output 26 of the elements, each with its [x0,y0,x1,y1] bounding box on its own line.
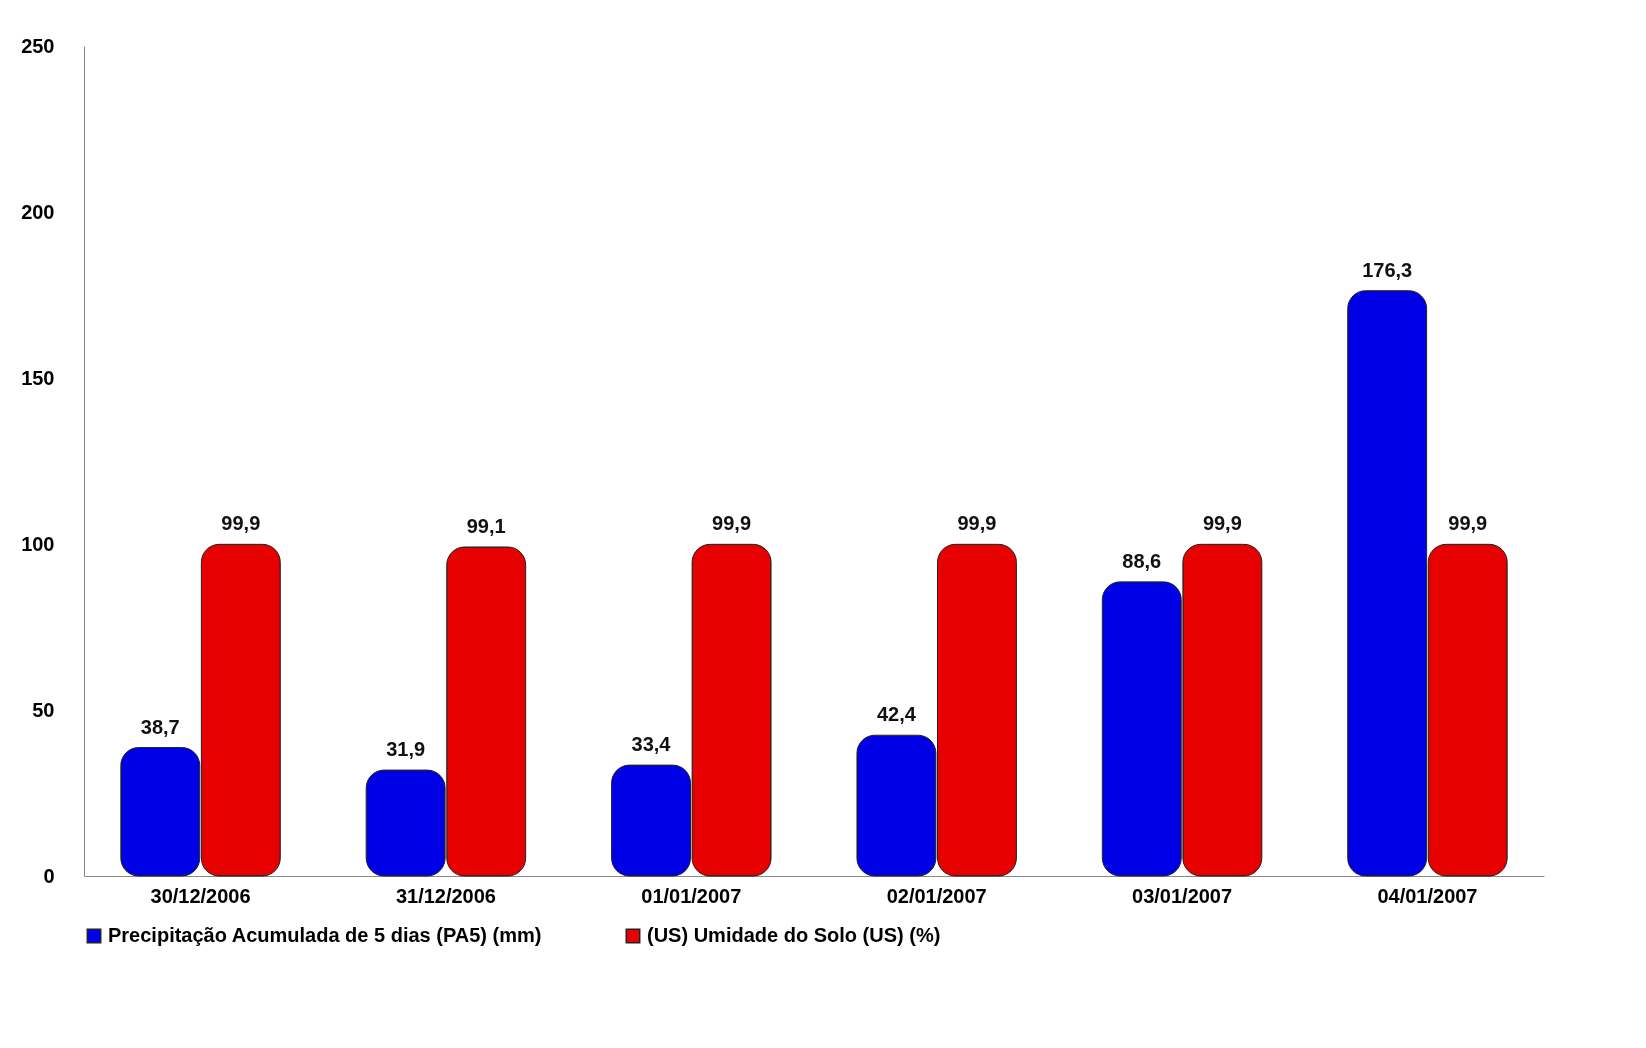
data-label: 99,9 [1202,512,1242,535]
data-label: 99,1 [466,514,506,537]
data-label: 42,4 [876,703,917,726]
legend-label: (US) Umidade do Solo (US) (%) [647,924,941,946]
data-label: 38,7 [140,715,180,738]
data-label: 31,9 [386,738,426,761]
y-tick-label: 200 [21,200,55,223]
data-label: 88,6 [1122,549,1162,572]
legend-label: Precipitação Acumulada de 5 dias (PA5) (mm) [108,924,542,946]
data-label: 99,9 [712,512,752,535]
data-label: 33,4 [631,733,672,756]
data-label: 99,9 [957,512,997,535]
y-tick-label: 150 [21,366,55,389]
y-tick-label: 250 [21,34,55,57]
x-tick-label: 31/12/2006 [395,884,496,907]
x-tick-label: 04/01/2007 [1377,884,1478,907]
data-label: 99,9 [1448,512,1488,535]
y-tick-label: 0 [43,864,55,887]
data-label: 176,3 [1362,258,1413,281]
x-tick-label: 01/01/2007 [641,884,742,907]
x-tick-label: 30/12/2006 [150,884,251,907]
x-tick-label: 03/01/2007 [1132,884,1233,907]
data-label: 99,9 [221,512,261,535]
x-tick-label: 02/01/2007 [886,884,987,907]
y-tick-label: 50 [32,698,55,721]
y-tick-label: 100 [21,532,55,555]
